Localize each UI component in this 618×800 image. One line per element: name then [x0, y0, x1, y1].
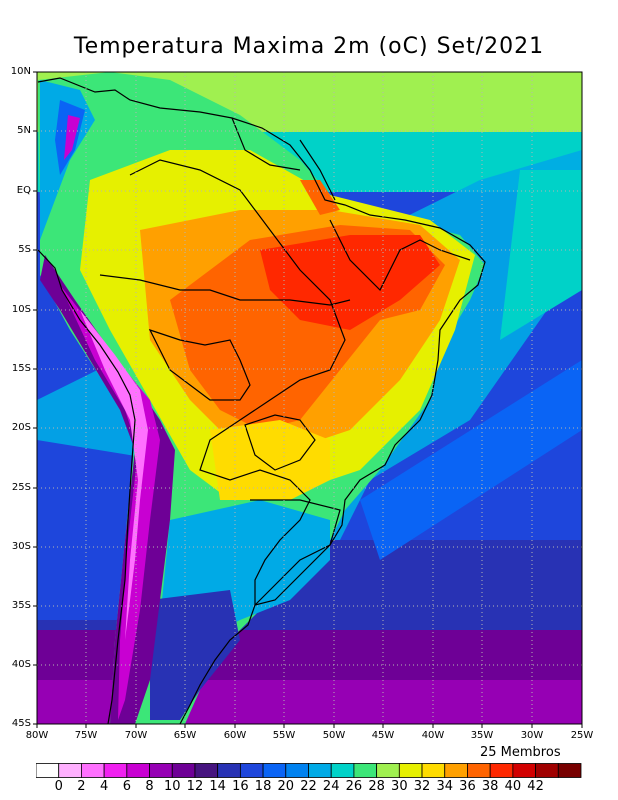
lat-tick-label: 45S: [11, 718, 31, 729]
lon-tick-label: 50W: [322, 730, 346, 741]
colorbar-swatch: [376, 763, 400, 778]
lon-tick-label: 70W: [124, 730, 148, 741]
colorbar-label: 2: [77, 779, 86, 794]
lon-tick-label: 45W: [371, 730, 395, 741]
lon-tick-label: 55W: [272, 730, 296, 741]
colorbar-swatch: [36, 763, 60, 778]
map-title: Temperatura Maxima 2m (oC) Set/2021: [73, 34, 545, 59]
lat-tick-label: 10S: [11, 304, 31, 315]
country-borders: [37, 77, 486, 724]
colorbar-swatch: [308, 763, 332, 778]
lon-tick-label: 40W: [421, 730, 445, 741]
lat-tick-label: 25S: [11, 482, 31, 493]
colorbar-label: 14: [209, 779, 226, 794]
colorbar-swatch: [535, 763, 559, 778]
lon-tick-label: 75W: [74, 730, 98, 741]
colorbar-label: 30: [391, 779, 408, 794]
colorbar-swatch: [444, 763, 468, 778]
members-label: 25 Membros: [480, 745, 561, 760]
colorbar-label: 8: [145, 779, 154, 794]
colorbar-swatch: [512, 763, 536, 778]
colorbar-label: 4: [99, 779, 109, 794]
colorbar-swatch: [217, 763, 241, 778]
lon-tick-label: 65W: [173, 730, 197, 741]
lon-tick-label: 60W: [223, 730, 247, 741]
colorbar-swatch: [58, 763, 82, 778]
colorbar-swatch: [285, 763, 309, 778]
colorbar-label: 24: [322, 779, 340, 794]
lat-tick-label: 30S: [11, 541, 31, 552]
colorbar-swatch: [421, 763, 446, 778]
colorbar-swatch: [239, 763, 264, 778]
lat-tick-label: 40S: [11, 659, 31, 670]
colorbar-label: 22: [300, 779, 317, 794]
colorbar-swatch: [467, 763, 491, 778]
colorbar-label: 12: [186, 779, 204, 794]
lon-tick-label: 35W: [470, 730, 494, 741]
colorbar-swatch: [330, 763, 355, 778]
colorbar-swatch: [81, 763, 105, 778]
lon-tick-label: 80W: [25, 730, 49, 741]
lat-tick-label: 5S: [18, 244, 31, 255]
colorbar-swatch: [194, 763, 219, 778]
colorbar-label: 34: [436, 779, 454, 794]
colorbar-label: 26: [345, 779, 363, 794]
lon-tick-label: 25W: [570, 730, 594, 741]
colorbar-label: 16: [232, 779, 249, 794]
colorbar-swatch: [171, 763, 196, 778]
colorbar-swatch: [126, 763, 150, 778]
lat-tick-label: 5N: [17, 125, 31, 136]
colorbar-label: 40: [504, 779, 522, 794]
colorbar-label: 38: [481, 779, 499, 794]
lat-tick-label: EQ: [16, 185, 31, 196]
lat-tick-label: 35S: [11, 600, 31, 611]
colorbar-label: 28: [368, 779, 385, 794]
colorbar: [36, 763, 582, 778]
colorbar-swatch: [489, 763, 514, 778]
colorbar-swatch: [557, 763, 582, 778]
lon-tick-label: 30W: [520, 730, 544, 741]
colorbar-swatch: [398, 763, 423, 778]
map-frame: [36, 71, 583, 725]
colorbar-swatch: [353, 763, 378, 778]
lat-tick-label: 15S: [11, 363, 31, 374]
lat-tick-label: 20S: [11, 422, 31, 433]
colorbar-label: 20: [277, 779, 295, 794]
axis-ticks: [33, 71, 583, 728]
colorbar-label: 42: [527, 779, 544, 794]
grid-lines: [37, 72, 582, 724]
colorbar-label: 36: [459, 779, 476, 794]
colorbar-swatch: [149, 763, 173, 778]
colorbar-swatch: [103, 763, 128, 778]
temperature-field: [37, 72, 582, 724]
colorbar-label: 32: [413, 779, 431, 794]
lat-tick-label: 10N: [10, 66, 31, 77]
colorbar-label: 0: [54, 779, 63, 794]
colorbar-label: 18: [254, 779, 272, 794]
colorbar-swatch: [262, 763, 287, 778]
colorbar-label: 10: [163, 779, 181, 794]
colorbar-label: 6: [122, 779, 131, 794]
